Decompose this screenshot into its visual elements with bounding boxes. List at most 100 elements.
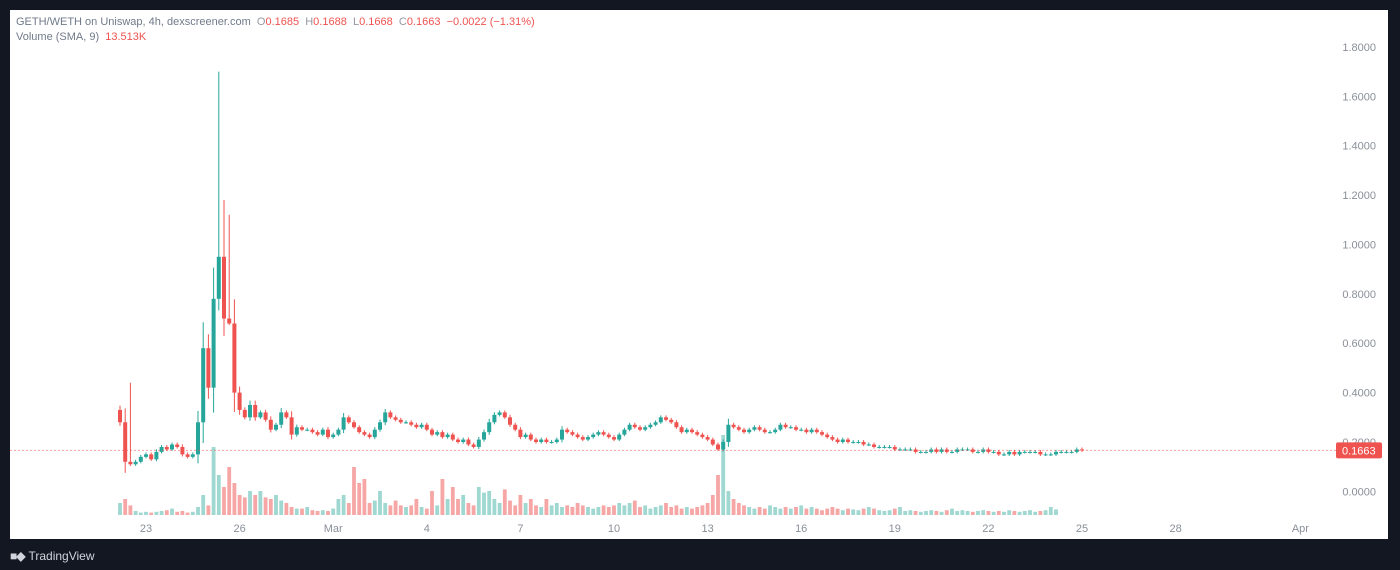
volume-bar xyxy=(877,510,882,515)
candle xyxy=(294,424,299,437)
low-label: L xyxy=(352,16,360,28)
volume-bar xyxy=(170,508,174,515)
y-tick-label: 0.8000 xyxy=(1342,289,1376,301)
candle xyxy=(830,435,835,442)
volume-bar xyxy=(794,507,798,515)
candle xyxy=(934,447,939,454)
candle xyxy=(393,415,398,422)
volume-bar xyxy=(960,510,965,515)
volume-bar xyxy=(544,499,549,515)
volume-bar xyxy=(1022,511,1027,515)
x-tick-label: Apr xyxy=(1292,523,1309,535)
candle xyxy=(705,435,710,442)
volume-bar xyxy=(710,495,715,515)
candle xyxy=(518,427,523,440)
volume-bar xyxy=(955,511,960,515)
candle xyxy=(866,442,871,447)
candle xyxy=(622,427,627,437)
volume-bar xyxy=(1048,507,1053,515)
volume-bar xyxy=(627,503,632,515)
candle xyxy=(939,447,944,454)
candle xyxy=(456,437,460,444)
y-tick-label: 0.4000 xyxy=(1342,388,1376,400)
volume-bar xyxy=(450,487,455,515)
candle xyxy=(617,432,622,442)
volume-bar xyxy=(773,507,778,515)
candle xyxy=(778,422,783,432)
volume-bar xyxy=(253,495,258,515)
y-tick-label: 1.2000 xyxy=(1342,190,1376,202)
volume-legend: Volume (SMA, 9) 13.513K xyxy=(16,31,146,43)
volume-bar xyxy=(1038,511,1043,515)
volume-bar xyxy=(554,503,559,515)
footer-brand[interactable]: ■◆ TradingView xyxy=(10,548,95,564)
volume-bar xyxy=(398,505,403,515)
candle xyxy=(118,405,122,426)
high-value: 0.1688 xyxy=(313,16,347,28)
volume-bar xyxy=(1012,511,1017,515)
volume-bar xyxy=(414,499,419,515)
candlestick-chart[interactable]: 0.00000.20000.40000.60000.80001.00001.20… xyxy=(10,10,1388,539)
volume-bar xyxy=(393,500,398,515)
candle xyxy=(346,415,351,424)
volume-bar xyxy=(653,507,658,515)
candle xyxy=(372,427,377,440)
candle xyxy=(570,430,575,437)
y-tick-label: 0.0000 xyxy=(1342,486,1376,498)
volume-bar xyxy=(492,499,497,515)
candle xyxy=(773,427,778,434)
volume-bar xyxy=(799,505,804,515)
candle xyxy=(268,416,273,433)
volume-bar xyxy=(908,510,913,515)
candle xyxy=(986,447,991,454)
volume-bar xyxy=(445,499,450,515)
volume-bar xyxy=(268,499,273,515)
candle xyxy=(554,437,559,444)
volume-bar xyxy=(1002,511,1006,515)
volume-bar xyxy=(825,508,830,515)
candle xyxy=(201,322,206,444)
candle xyxy=(731,422,736,429)
volume-bar xyxy=(279,500,284,515)
volume-bar xyxy=(580,505,585,515)
candle xyxy=(539,437,544,444)
volume-bar xyxy=(518,495,523,515)
volume-bar xyxy=(528,499,533,515)
volume-bar xyxy=(159,511,164,515)
candle xyxy=(664,415,668,422)
volume-bar xyxy=(534,505,538,515)
candle xyxy=(248,400,252,421)
volume-bar xyxy=(523,503,528,515)
volume-bar xyxy=(934,511,939,515)
volume-bar xyxy=(913,511,918,515)
volume-bar xyxy=(762,508,767,515)
volume-bar xyxy=(918,511,923,515)
volume-label: Volume (SMA, 9) xyxy=(16,31,100,43)
volume-bar xyxy=(560,507,564,515)
candle xyxy=(1002,452,1006,456)
candle xyxy=(1074,447,1079,454)
volume-bar xyxy=(539,507,544,515)
volume-bar xyxy=(118,503,122,515)
ohlc-legend: GETH/WETH on Uniswap, 4h, dexscreener.co… xyxy=(16,16,535,28)
volume-bar xyxy=(768,505,772,515)
volume-bar xyxy=(747,507,752,515)
candle xyxy=(586,435,590,442)
candle xyxy=(606,432,611,439)
candle xyxy=(809,427,814,434)
x-tick-label: 19 xyxy=(889,523,901,535)
candle xyxy=(1048,452,1053,456)
volume-bar xyxy=(164,510,169,515)
chart-frame[interactable]: 0.00000.20000.40000.60000.80001.00001.20… xyxy=(10,10,1388,539)
volume-bar xyxy=(991,511,996,515)
volume-bar xyxy=(497,503,502,515)
volume-bar xyxy=(222,487,226,515)
volume-bar xyxy=(976,511,980,515)
candle xyxy=(747,427,752,434)
candle xyxy=(388,410,393,419)
candle xyxy=(970,447,975,454)
volume-bar xyxy=(404,507,408,515)
volume-bar xyxy=(409,505,414,515)
close-value: 0.1663 xyxy=(406,16,441,28)
candle xyxy=(253,400,258,421)
